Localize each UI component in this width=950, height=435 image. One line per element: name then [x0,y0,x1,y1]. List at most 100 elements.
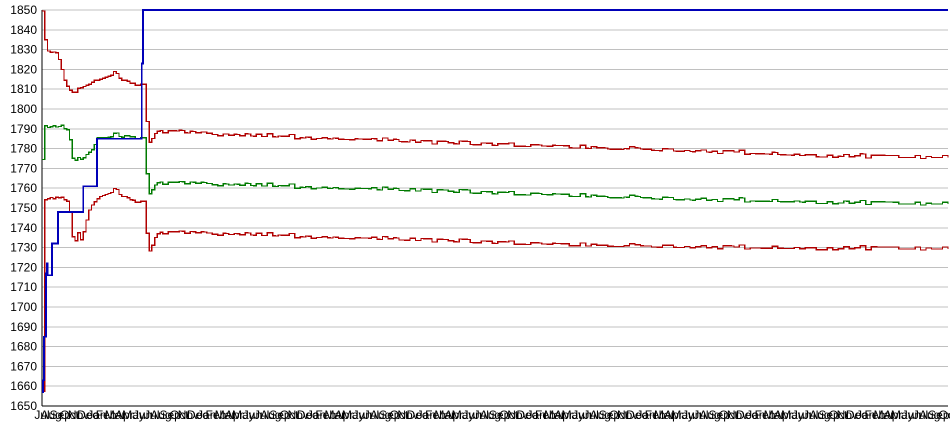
x-axis-month-label: Feb [755,408,776,422]
x-axis-month-label: Apr [225,408,244,422]
x-axis-month-label: Oct [170,408,189,422]
y-axis-tick-label: 1780 [10,142,37,156]
y-axis-tick-label: 1820 [10,62,37,76]
red-lower-line [42,187,949,392]
x-axis-month-label: Feb [864,408,885,422]
x-axis-month-label: Oct [829,408,848,422]
y-axis-tick-label: 1750 [10,201,37,215]
x-axis-month-label: Sep [818,408,840,422]
x-axis-month-label: Apr [664,408,683,422]
x-axis-month-label: Nov [68,408,89,422]
x-axis-month-label: Feb [315,408,336,422]
y-axis-tick-label: 1680 [10,340,37,354]
x-axis-month-label: Dec [626,408,647,422]
x-axis-month-label: Jul [583,408,598,422]
x-axis-month-label: Apr [335,408,354,422]
y-axis-tick-label: 1810 [10,82,37,96]
x-axis-month-label: Aug [260,408,281,422]
y-axis-tick-label: 1850 [10,3,37,17]
x-axis-month-label: Dec [736,408,757,422]
x-axis-month-label: Dec [846,408,867,422]
x-axis-month-label: Jun [462,408,481,422]
x-axis-month-label: Jul [144,408,159,422]
x-axis-month-label: Sep [599,408,621,422]
x-axis-month-label: Dec [516,408,537,422]
x-axis-month-label: May [122,408,145,422]
x-axis-month-label: Jul [34,408,49,422]
x-axis-month-label: Oct [390,408,409,422]
x-axis-month-label: Feb [645,408,666,422]
x-axis-month-label: Jun [133,408,152,422]
y-axis-tick-label: 1770 [10,161,37,175]
x-axis-month-label: Jun [243,408,262,422]
x-axis-month-label: Oct [499,408,518,422]
x-axis-month-label: Sep [50,408,72,422]
x-axis-month-label: Feb [206,408,227,422]
y-axis-tick-label: 1800 [10,102,37,116]
y-axis-tick-label: 1710 [10,280,37,294]
x-axis-month-label: Aug [919,408,940,422]
x-axis-month-label: May [342,408,365,422]
x-axis-month-label: May [671,408,694,422]
x-axis-month-label: Jul [693,408,708,422]
x-axis-month-label: Dec [77,408,98,422]
y-axis-tick-label: 1670 [10,359,37,373]
x-axis-month-label: Apr [774,408,793,422]
x-axis-month-label: Mar [764,408,785,422]
x-axis-month-label: Apr [554,408,573,422]
x-axis-month-label: Nov [397,408,418,422]
x-axis-month-label: Apr [444,408,463,422]
x-axis-month-label: Jun [353,408,372,422]
x-axis-month-label: Feb [96,408,117,422]
x-axis-month-label: Feb [535,408,556,422]
green-middle-line [42,124,949,206]
x-axis-month-label: Jun [902,408,921,422]
x-axis-month-label: Jun [792,408,811,422]
y-axis-tick-label: 1650 [10,399,37,413]
x-axis-month-label: Sep [379,408,401,422]
x-axis-month-label: Dec [187,408,208,422]
x-axis-month-label: Dec [297,408,318,422]
x-axis-month-label: Mar [544,408,565,422]
x-axis-month-label: Jul [803,408,818,422]
x-axis-month-label: Aug [699,408,720,422]
x-axis-month-label: Sep [159,408,181,422]
x-axis-month-label: Aug [370,408,391,422]
x-axis-month-label: Jan [307,408,326,422]
y-axis-tick-label: 1840 [10,23,37,37]
x-axis-month-label: Aug [809,408,830,422]
x-axis-month-label: Jun [682,408,701,422]
x-axis-month-label: May [561,408,584,422]
x-axis-month-label: Mar [874,408,895,422]
x-axis-month-label: Jan [746,408,765,422]
x-axis-month-label: Oct [60,408,79,422]
x-axis-month-label: Aug [40,408,61,422]
x-axis-month-label: Nov [178,408,199,422]
x-axis-month-label: Jul [913,408,928,422]
x-axis-month-label: Jul [254,408,269,422]
x-axis-month-label: Jan [417,408,436,422]
x-axis-month-label: May [891,408,914,422]
y-axis-tick-label: 1790 [10,122,37,136]
x-axis-month-label: Mar [654,408,675,422]
y-axis-tick-label: 1760 [10,181,37,195]
y-axis-tick-label: 1830 [10,43,37,57]
x-axis-month-label: Jan [856,408,875,422]
x-axis-month-label: Aug [590,408,611,422]
x-axis-month-label: Mar [105,408,126,422]
x-axis-month-label: Sep [928,408,950,422]
x-axis-month-label: Oct [719,408,738,422]
x-axis-month-label: Feb [425,408,446,422]
blue-step-line [42,9,948,393]
x-axis-month-label: Apr [115,408,134,422]
x-axis-month-label: Mar [325,408,346,422]
x-axis-month-label: Nov [507,408,528,422]
x-axis-month-label: Nov [617,408,638,422]
x-axis-month-label: Jul [364,408,379,422]
x-axis-month-label: May [452,408,475,422]
red-upper-line [42,10,949,160]
x-axis-month-label: Nov [288,408,309,422]
x-axis-month-label: Nov [727,408,748,422]
